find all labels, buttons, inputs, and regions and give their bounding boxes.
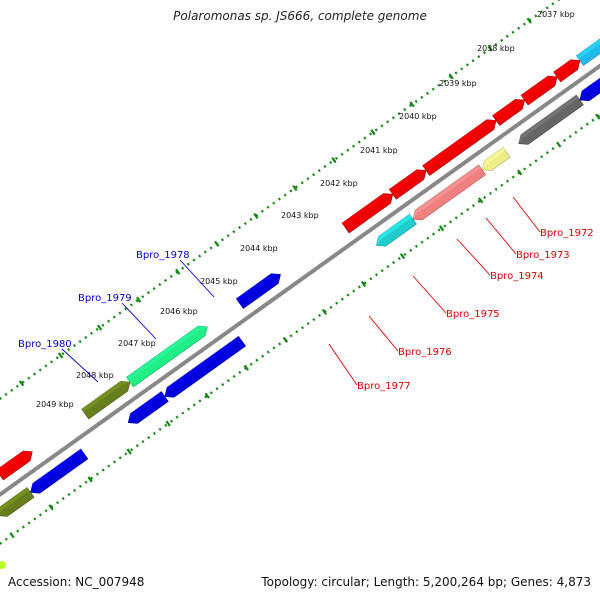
outer-tick — [370, 129, 376, 136]
position-label: 2047 kbp — [118, 339, 156, 348]
gene-label-leader — [485, 217, 517, 255]
outer-tick — [214, 240, 220, 247]
gene-minus-b[interactable] — [127, 391, 169, 424]
inner-tick — [165, 420, 171, 427]
gene-bpro-1978-bevel — [236, 273, 281, 302]
position-label: 2044 kbp — [240, 244, 278, 253]
outer-tick — [448, 73, 454, 80]
accession-text: Accession: NC_007948 — [8, 575, 145, 589]
inner-tick — [126, 448, 132, 455]
gene-bpro-1975-bevel — [413, 164, 481, 220]
gene-bpro-1976b-bevel — [389, 169, 427, 193]
outer-tick — [331, 157, 337, 164]
gene-label-bpro_1974[interactable]: Bpro_1974 — [490, 271, 544, 282]
position-label: 2043 kbp — [281, 211, 319, 220]
inner-tick — [517, 169, 523, 176]
gene-label-leader — [368, 315, 399, 352]
outer-tick — [526, 17, 532, 24]
outer-tick — [57, 352, 64, 359]
outer-tick — [487, 45, 493, 52]
inner-tick — [48, 504, 54, 511]
gene-bpro-1972b-bevel — [553, 59, 580, 76]
position-label: 2040 kbp — [399, 112, 437, 121]
position-label: 2038 kbp — [477, 44, 515, 53]
position-label: 2045 kbp — [200, 277, 238, 286]
gene-label-bpro_1979[interactable]: Bpro_1979 — [78, 293, 132, 304]
gene-fragment[interactable] — [0, 561, 6, 569]
gene-bpro-1978[interactable] — [235, 273, 281, 309]
position-label: 2042 kbp — [320, 179, 358, 188]
gene-label-bpro_1972[interactable]: Bpro_1972 — [540, 228, 594, 239]
inner-tick — [282, 336, 289, 343]
gene-label-bpro_1976[interactable]: Bpro_1976 — [398, 347, 452, 358]
gene-lower-olive[interactable] — [0, 487, 35, 517]
gene-bpro-1973-bevel — [518, 95, 579, 144]
gene-label-bpro_1980[interactable]: Bpro_1980 — [18, 339, 72, 350]
outer-tick — [175, 268, 181, 275]
gene-bpro-1972-bevel — [579, 78, 600, 100]
outer-tick — [96, 324, 103, 331]
gene-minus-a-bevel — [30, 449, 84, 493]
gene-minus-a[interactable] — [30, 448, 89, 494]
topology-summary: Topology: circular; Length: 5,200,264 bp… — [261, 575, 591, 589]
inner-tick — [438, 225, 445, 232]
gene-label-leader — [61, 348, 99, 383]
outer-tick — [292, 184, 298, 192]
gene-bpro-1974b-bevel — [492, 99, 525, 119]
map-title: Polaromonas sp. JS666, complete genome — [173, 9, 427, 23]
gene-bpro-1979-bevel — [126, 326, 208, 381]
genome-backbone — [0, 63, 600, 498]
gene-label-bpro_1977[interactable]: Bpro_1977 — [357, 381, 411, 392]
gene-bpro-1977-bevel — [342, 193, 393, 227]
inner-tick — [243, 364, 249, 371]
gene-bpro-1980[interactable] — [81, 380, 131, 420]
position-label: 2049 kbp — [36, 400, 74, 409]
position-label: 2037 kbp — [537, 10, 575, 19]
gene-label-leader — [179, 259, 215, 298]
gene-bpro-1977[interactable] — [341, 193, 394, 234]
gene-lower-olive-bevel — [0, 487, 30, 514]
gene-minus-b-bevel — [128, 391, 164, 423]
gene-label-bpro_1975[interactable]: Bpro_1975 — [446, 309, 500, 320]
gene-minus-c-bevel — [164, 336, 241, 397]
position-label: 2048 kbp — [76, 371, 114, 380]
gene-bpro-1973b-bevel — [521, 76, 558, 99]
gene-label-leader — [412, 275, 447, 314]
gene-bpro-1976-bevel — [376, 214, 412, 246]
outer-tick — [409, 101, 415, 108]
gene-bpro-1976[interactable] — [376, 213, 417, 247]
outer-tick — [253, 212, 259, 220]
gene-label-leader — [121, 302, 157, 340]
gene-bpro-1979[interactable] — [126, 325, 208, 388]
gene-label-leader — [456, 238, 491, 276]
inner-tick — [399, 253, 406, 260]
inner-tick — [87, 476, 93, 483]
gene-bpro-1974-bevel — [482, 147, 506, 170]
gene-label-bpro_1978[interactable]: Bpro_1978 — [136, 250, 190, 261]
gene-bpro-1975b-bevel — [422, 119, 497, 169]
gene-bpro-1971-bevel — [576, 38, 600, 59]
gene-label-leader — [512, 196, 541, 233]
gene-bpro-1974[interactable] — [481, 147, 511, 171]
position-label: 2046 kbp — [160, 307, 198, 316]
gene-bpro-1980-bevel — [81, 381, 130, 413]
outer-tick — [136, 296, 142, 303]
position-label: 2041 kbp — [360, 146, 398, 155]
inner-tick — [595, 113, 600, 120]
inner-tick — [9, 532, 15, 539]
inner-tick — [556, 141, 562, 148]
inner-tick — [321, 308, 328, 316]
inner-tick — [478, 197, 484, 204]
gene-label-bpro_1973[interactable]: Bpro_1973 — [516, 250, 570, 261]
position-label: 2039 kbp — [439, 79, 477, 88]
outer-tick — [18, 380, 25, 387]
gene-label-leader — [328, 343, 358, 386]
inner-tick — [360, 280, 367, 288]
inner-tick — [204, 392, 210, 399]
